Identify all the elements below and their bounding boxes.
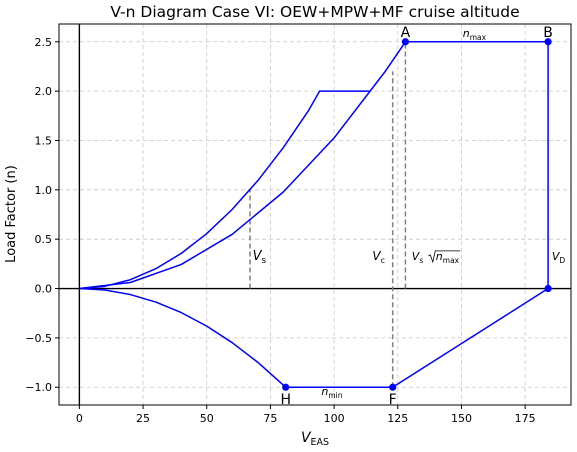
y-tick-label: −1.0 [25, 381, 52, 394]
x-tick-label: 25 [136, 412, 150, 425]
y-tick-label: −0.5 [25, 332, 52, 345]
y-tick-label: 0.0 [35, 283, 53, 296]
x-ticks: 0 25 50 75 100 125 150 175 [76, 405, 536, 425]
point-label-A: A [401, 25, 411, 41]
y-tick-label: 2.5 [35, 36, 53, 49]
zero-lines [59, 24, 571, 405]
x-axis-label: VEAS [301, 430, 329, 448]
corner-points: A B F H [280, 25, 552, 408]
y-ticks: −1.0 −0.5 0.0 0.5 1.0 1.5 2.0 2.5 [25, 36, 59, 394]
chart-title: V-n Diagram Case VI: OEW+MPW+MF cruise a… [110, 3, 519, 21]
y-axis-label: Load Factor (n) [4, 165, 19, 263]
corner-point [389, 383, 397, 391]
x-axis-label-subscript: EAS [311, 437, 330, 448]
plot-frame [58, 23, 572, 406]
series-stall-lower-to-A [79, 41, 407, 290]
x-tick-label: 150 [451, 412, 472, 425]
radical-sign [428, 250, 461, 264]
y-tick-label: 1.5 [35, 134, 53, 147]
series-stall-upper [79, 90, 372, 290]
point-label-F: F [389, 392, 397, 408]
x-tick-label: 75 [263, 412, 277, 425]
corner-point [544, 284, 552, 293]
series-negative-stall [79, 287, 287, 388]
nmax-annotation: nmax [463, 27, 487, 42]
x-tick-label: 100 [324, 412, 345, 425]
vd-annotation: VD [552, 250, 566, 265]
vs-annotation: Vs [253, 249, 267, 266]
x-tick-label: 50 [200, 412, 214, 425]
dashed-reference-lines [249, 41, 407, 388]
x-axis-label-main: V [301, 430, 312, 446]
y-tick-label: 0.5 [35, 233, 53, 246]
corner-point [544, 38, 552, 46]
corner-point [401, 38, 410, 46]
point-label-B: B [543, 25, 553, 41]
y-tick-label: 2.0 [35, 85, 53, 98]
vc-annotation: Vc [372, 249, 385, 265]
nmin-annotation: nmin [321, 385, 342, 400]
corner-point [282, 383, 290, 391]
x-tick-label: 0 [76, 412, 83, 425]
point-label-H: H [280, 392, 291, 408]
x-tick-label: 175 [515, 412, 536, 425]
x-tick-label: 125 [387, 412, 408, 425]
vsqrt-annotation: Vs [412, 250, 424, 265]
y-tick-label: 1.0 [35, 184, 53, 197]
vsqrt-radicand: nmax [436, 250, 460, 265]
